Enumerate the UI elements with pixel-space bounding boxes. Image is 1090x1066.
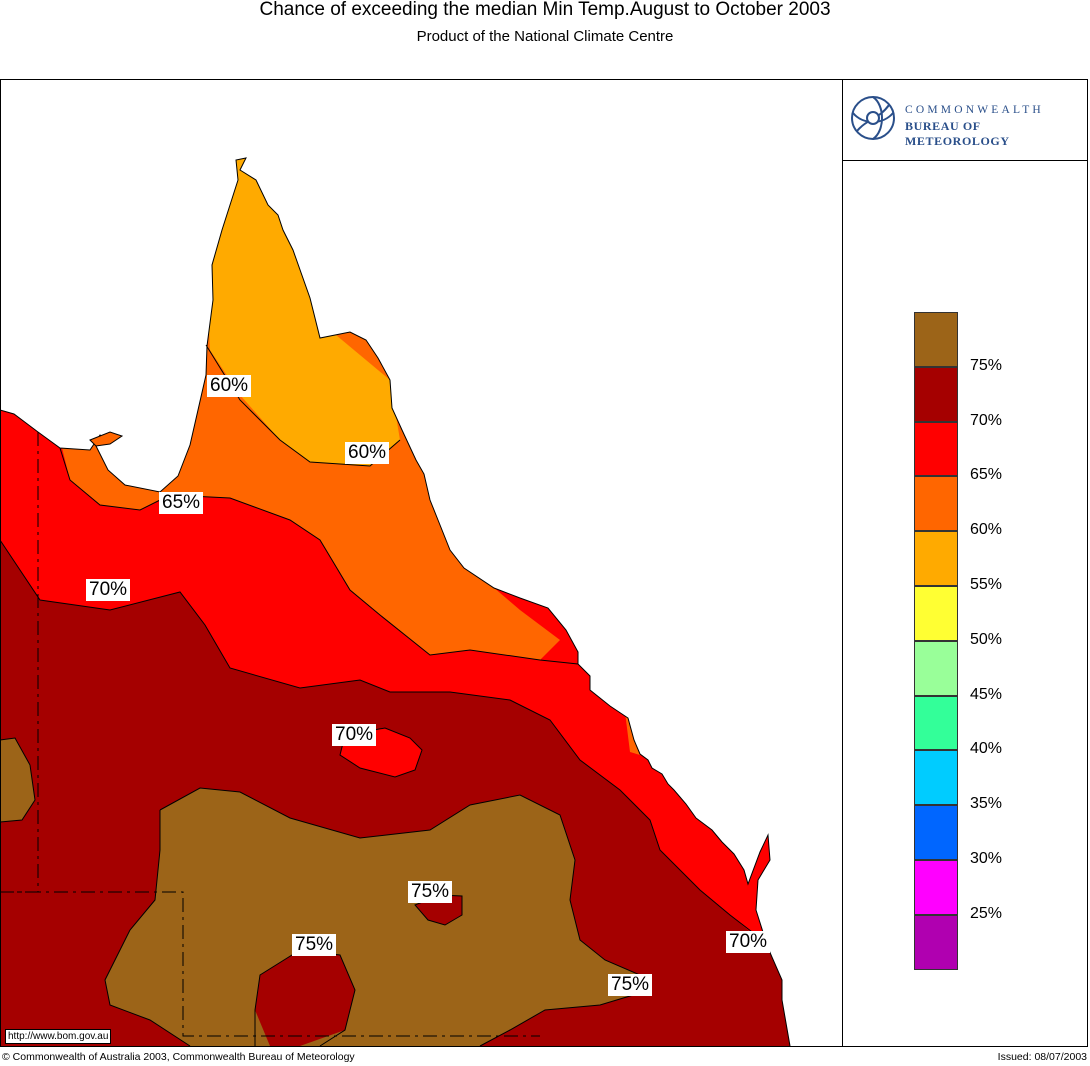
legend-swatch: [914, 695, 958, 751]
contour-label: 75%: [608, 974, 653, 996]
bom-logo: COMMONWEALTH BUREAU OF METEOROLOGY: [843, 80, 1088, 161]
legend-label: 55%: [970, 576, 1003, 593]
legend-label: 70%: [970, 411, 1003, 429]
queensland-map: [0, 157, 791, 1047]
legend-swatch: [914, 531, 958, 586]
legend-swatch: [914, 476, 958, 532]
legend-label: 35%: [970, 795, 1003, 813]
logo-text-bureau: BUREAU OF METEOROLOGY: [905, 119, 1010, 148]
legend-label: 30%: [970, 850, 1003, 867]
map-subtitle: Product of the National Climate Centre: [416, 28, 674, 45]
legend-label: 60%: [970, 521, 1003, 539]
contour-label: 70%: [332, 724, 377, 746]
legend-swatch: [914, 860, 958, 915]
legend-label: 40%: [970, 740, 1003, 758]
contour-label: 65%: [159, 492, 204, 514]
legend-swatch: [914, 421, 958, 477]
legend-swatch: [914, 914, 958, 970]
legend-label: 75%: [970, 356, 1003, 374]
contour-label: 60%: [207, 375, 252, 397]
legend-swatch: [914, 805, 958, 860]
legend-swatch: [914, 312, 958, 367]
contour-label: 70%: [86, 579, 131, 601]
swirl-icon: [851, 96, 895, 140]
legend-swatch: [914, 640, 958, 696]
legend-label: 25%: [970, 904, 1003, 922]
contour-label: 75%: [408, 881, 453, 903]
legend-swatch: [914, 750, 958, 806]
contour-label: 75%: [292, 934, 337, 956]
legend-label: 50%: [970, 630, 1003, 648]
legend-label: 65%: [970, 466, 1003, 484]
issued-date: Issued: 08/07/2003: [997, 1051, 1087, 1063]
contour-label: 70%: [726, 931, 771, 953]
logo-text-commonwealth: COMMONWEALTH: [905, 104, 1044, 116]
copyright-text: © Commonwealth of Australia 2003, Common…: [2, 1051, 355, 1063]
bom-url[interactable]: http://www.bom.gov.au: [5, 1029, 112, 1044]
legend-swatch: [914, 366, 958, 422]
map-frame: [0, 79, 1088, 1047]
legend-label: 45%: [970, 685, 1003, 703]
legend-swatch: [914, 586, 958, 641]
panel-divider: [842, 79, 843, 1047]
map-title: Chance of exceeding the median Min Temp.…: [259, 0, 831, 20]
contour-label: 60%: [345, 442, 390, 464]
